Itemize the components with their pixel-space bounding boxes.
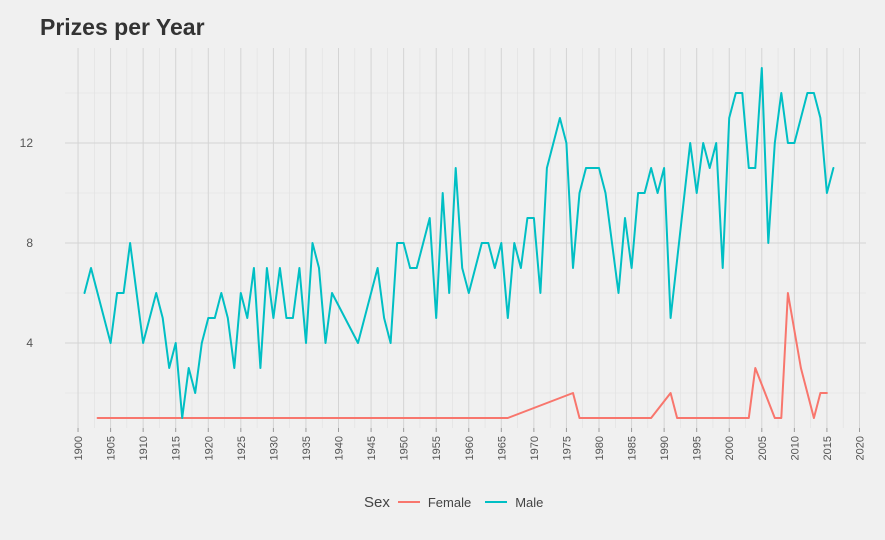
legend-key-female xyxy=(397,501,420,503)
x-tick-label: 1960 xyxy=(464,436,476,460)
x-tick-label: 1915 xyxy=(171,436,183,460)
x-tick-label: 1900 xyxy=(73,436,85,460)
y-tick-label: 4 xyxy=(26,336,33,350)
y-tick-label: 8 xyxy=(26,236,33,250)
x-tick-label: 1905 xyxy=(106,436,118,460)
series-line-male xyxy=(83,67,835,419)
series-line-female xyxy=(96,292,828,419)
x-tick-label: 1980 xyxy=(594,436,606,460)
x-tick-label: 1995 xyxy=(692,436,704,460)
x-tick-label: 1945 xyxy=(366,436,378,460)
x-tick-label: 2015 xyxy=(822,436,834,460)
x-tick-label: 1940 xyxy=(334,436,346,460)
x-tick-label: 1950 xyxy=(399,436,411,460)
x-tick-label: 1970 xyxy=(529,436,541,460)
x-tick-label: 2020 xyxy=(854,436,866,460)
axis-layer: 1900 1905 1910 1915 1920 1925 1930 1935 1940 1945… xyxy=(20,136,867,460)
series-layer xyxy=(83,67,835,419)
legend-item-female: Female xyxy=(397,494,472,510)
x-tick-label: 1975 xyxy=(561,436,573,460)
x-tick-label: 1965 xyxy=(496,436,508,460)
grid-layer xyxy=(65,48,866,428)
x-tick-label: 1955 xyxy=(431,436,443,460)
x-tick-label: 1985 xyxy=(627,436,639,460)
legend: Sex Female Male xyxy=(364,492,557,512)
x-tick-label: 1910 xyxy=(138,436,150,460)
x-tick-label: 2010 xyxy=(789,436,801,460)
x-tick-label: 2005 xyxy=(757,436,769,460)
x-tick-label: 1920 xyxy=(203,436,215,460)
legend-title: Sex xyxy=(364,493,390,511)
y-tick-label: 12 xyxy=(20,136,34,150)
chart-title: Prizes per Year xyxy=(40,14,205,40)
legend-item-male: Male xyxy=(485,495,543,510)
legend-label-male: Male xyxy=(515,494,544,510)
x-tick-label: 1990 xyxy=(659,436,671,460)
legend-key-male xyxy=(485,501,508,503)
x-tick-label: 2000 xyxy=(724,436,736,460)
x-tick-label: 1930 xyxy=(268,436,280,460)
legend-label-female: Female xyxy=(427,494,472,510)
x-tick-label: 1925 xyxy=(236,436,248,460)
x-tick-label: 1935 xyxy=(301,436,313,460)
